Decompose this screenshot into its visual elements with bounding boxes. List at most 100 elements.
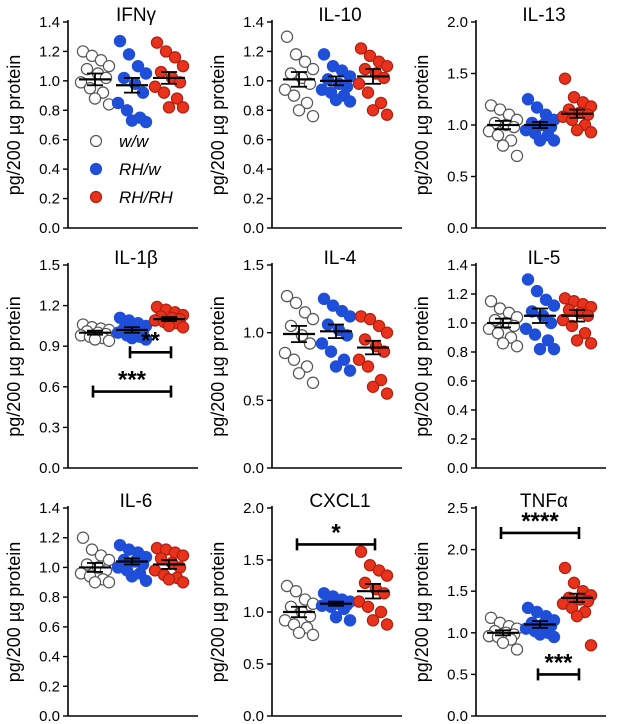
data-point-rhrh (565, 113, 579, 127)
y-axis-label: pg/200 µg protein (208, 296, 228, 436)
data-point-rhw (547, 342, 561, 356)
data-point-ww (102, 59, 116, 73)
data-point-rhrh (363, 312, 377, 326)
data-point-ww (289, 48, 303, 61)
y-axis-label: pg/200 µg protein (4, 55, 24, 195)
y-axis-label: pg/200 µg protein (4, 542, 24, 682)
data-point-rhw (343, 310, 357, 323)
y-tick-label: 2.0 (447, 14, 468, 31)
data-point-ww (289, 296, 303, 310)
data-point-rhrh (176, 321, 190, 334)
data-point-ww (292, 104, 306, 117)
y-tick-label: 1.2 (243, 43, 264, 60)
y-tick-label: 0.2 (39, 678, 60, 695)
sig-label: *** (544, 649, 573, 676)
data-point-rhw (128, 77, 142, 91)
data-point-rhw (139, 333, 153, 346)
data-point-rhw (125, 114, 139, 127)
y-tick-label: 0.9 (39, 338, 60, 355)
data-point-ww (510, 643, 524, 656)
y-tick-label: 0.5 (447, 169, 468, 186)
y-tick-label: 1.0 (447, 315, 468, 332)
panel-8: 0.00.51.01.52.02.5pg/200 µg proteinTNFα*… (412, 491, 606, 724)
data-point-rhw (528, 328, 542, 341)
data-point-rhw (343, 614, 357, 627)
y-tick-label: 0.8 (39, 102, 60, 119)
panel-3: 0.0 0.3 0.6 0.9 1.2 1.5 pg/200 µg protein IL-1β… (4, 248, 198, 477)
data-point-rhrh (377, 71, 391, 85)
data-point-rhrh (374, 605, 388, 619)
y-tick-label: 1.4 (447, 257, 468, 274)
data-point-rhrh (352, 77, 366, 91)
data-point-ww (484, 295, 498, 308)
y-tick-label: 1.0 (447, 117, 468, 134)
panel-7: 0.0 0.5 1.0 1.5 2.0 pg/200 µg protein CXCL1 * (208, 491, 402, 724)
data-point-ww (88, 92, 102, 105)
data-point-rhw (519, 322, 533, 335)
y-tick-label: 2.0 (447, 542, 468, 559)
data-point-rhrh (361, 360, 375, 373)
data-point-ww (491, 129, 505, 142)
data-point-rhrh (354, 42, 368, 55)
y-tick-label: 1.0 (447, 625, 468, 642)
panel-title: IL-10 (318, 5, 361, 26)
y-axis-label: pg/200 µg protein (412, 542, 432, 682)
data-point-ww (306, 109, 320, 123)
panel-title: TNFα (520, 491, 568, 512)
data-point-rhw (337, 353, 351, 366)
y-tick-label: 0.0 (447, 708, 468, 724)
data-point-ww (292, 367, 306, 380)
sig-label: ** (141, 327, 160, 354)
panel-title: IL-13 (522, 5, 565, 26)
data-point-rhw (131, 59, 145, 73)
data-point-rhrh (361, 86, 375, 99)
data-point-ww (303, 609, 317, 623)
data-point-rhrh (176, 549, 190, 562)
y-tick-label: 1.2 (447, 286, 468, 303)
data-point-ww (298, 306, 312, 319)
data-point-rhrh (558, 72, 572, 85)
y-tick-label: 2.0 (243, 500, 264, 517)
sig-label: * (331, 519, 341, 546)
data-point-rhrh (380, 618, 394, 631)
y-axis-label: pg/200 µg protein (208, 55, 228, 195)
data-point-rhw (533, 628, 547, 641)
y-tick-label: 0.0 (243, 708, 264, 724)
data-point-ww (496, 139, 510, 152)
data-point-rhrh (366, 614, 380, 627)
y-tick-label: 0.4 (243, 161, 264, 178)
y-tick-label: 0.6 (447, 373, 468, 390)
data-point-ww (300, 360, 314, 373)
data-point-ww (80, 62, 94, 76)
data-point-rhw (111, 96, 125, 110)
data-point-ww (102, 334, 116, 347)
y-tick-label: 0.0 (39, 220, 60, 237)
data-point-rhw (113, 34, 127, 48)
data-point-ww (85, 543, 99, 556)
data-point-ww (300, 96, 314, 110)
sig-label: **** (521, 508, 559, 535)
data-point-rhrh (374, 96, 388, 110)
data-point-rhrh (366, 104, 380, 117)
data-point-rhrh (361, 600, 375, 614)
data-point-rhw (343, 95, 357, 108)
data-point-ww (510, 149, 524, 163)
data-point-ww (284, 67, 298, 80)
legend-marker-ww (89, 134, 103, 148)
data-point-rhrh (380, 569, 394, 582)
y-tick-label: 0.5 (243, 392, 264, 409)
data-point-rhrh (162, 573, 176, 586)
data-point-ww (278, 346, 292, 360)
panel-title: IL-4 (324, 248, 357, 269)
data-point-rhw (547, 630, 561, 644)
data-point-rhrh (584, 126, 598, 139)
data-point-rhrh (176, 59, 190, 73)
y-tick-label: 0.4 (39, 649, 60, 666)
data-point-rhrh (168, 51, 182, 64)
data-point-rhw (533, 342, 547, 356)
y-tick-label: 0.0 (39, 460, 60, 477)
y-tick-label: 1.2 (39, 43, 60, 60)
data-point-rhw (120, 104, 134, 117)
y-tick-label: 0.2 (39, 191, 60, 208)
data-point-rhrh (570, 609, 584, 623)
